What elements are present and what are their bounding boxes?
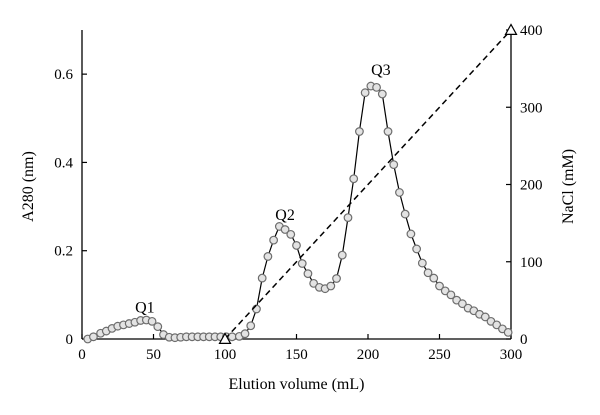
data-point (417, 258, 427, 268)
y2-axis-ticks: 0 100 200 300 400 (506, 23, 543, 348)
data-point (480, 312, 490, 322)
data-point (435, 281, 444, 291)
x-tick-label: 150 (285, 347, 308, 363)
data-point (400, 209, 410, 219)
data-point (297, 259, 307, 268)
data-point (383, 127, 393, 136)
data-point (257, 273, 267, 283)
gradient-point (504, 23, 518, 36)
y2-tick-label: 0 (520, 332, 528, 348)
data-point (446, 290, 456, 300)
y-tick-label: 0 (66, 332, 74, 348)
y2-axis-title: NaCl (mM) (560, 149, 577, 224)
x-tick-label: 0 (78, 347, 86, 363)
x-axis-title: Elution volume (mL) (229, 376, 365, 393)
data-point (332, 274, 341, 283)
data-point (372, 82, 381, 92)
x-tick-label: 300 (500, 347, 523, 363)
data-point (337, 250, 347, 260)
data-point (153, 322, 163, 332)
y2-tick-label: 300 (520, 100, 543, 116)
data-point (303, 269, 313, 279)
data-point (395, 188, 404, 197)
data-point (412, 244, 422, 254)
data-point (349, 174, 359, 184)
data-point (429, 273, 439, 283)
data-point (147, 316, 157, 326)
y-tick-label: 0.6 (54, 67, 73, 83)
data-point (227, 332, 237, 342)
data-point (360, 88, 370, 98)
y-axis-title: A280 (nm) (20, 151, 37, 222)
y2-tick-label: 400 (520, 23, 543, 39)
x-tick-label: 50 (146, 347, 161, 363)
data-point (326, 281, 336, 291)
data-point (423, 268, 433, 278)
x-tick-label: 100 (214, 347, 237, 363)
data-point (343, 213, 353, 223)
y-tick-label: 0.4 (54, 155, 73, 171)
data-point (389, 160, 399, 170)
annotation-layer: Q1 Q2 Q3 (135, 62, 391, 316)
data-point (263, 252, 273, 261)
data-point (246, 321, 256, 331)
data-point (240, 329, 250, 339)
gradient-point (218, 332, 232, 344)
y-axis-ticks: 0 0.2 0.4 0.6 (54, 67, 87, 348)
data-point (89, 332, 98, 342)
data-point (457, 299, 467, 309)
peak-label: Q3 (371, 62, 391, 79)
gradient-line (224, 29, 512, 340)
data-point (292, 241, 301, 250)
data-point (406, 229, 416, 239)
peak-label: Q2 (275, 207, 295, 224)
peak-label: Q1 (135, 300, 155, 317)
data-point (503, 327, 513, 337)
data-point (355, 127, 364, 136)
y2-tick-label: 100 (520, 255, 543, 271)
data-point (286, 229, 296, 239)
x-tick-label: 250 (428, 347, 451, 363)
x-tick-label: 200 (357, 347, 380, 363)
data-point (269, 235, 279, 245)
y-tick-label: 0.2 (54, 244, 73, 260)
data-point (280, 225, 290, 234)
x-axis-ticks: 0 50 100 150 200 250 300 (78, 334, 522, 363)
y2-tick-label: 200 (520, 178, 543, 194)
data-point (377, 89, 387, 99)
series-layer (83, 23, 518, 344)
